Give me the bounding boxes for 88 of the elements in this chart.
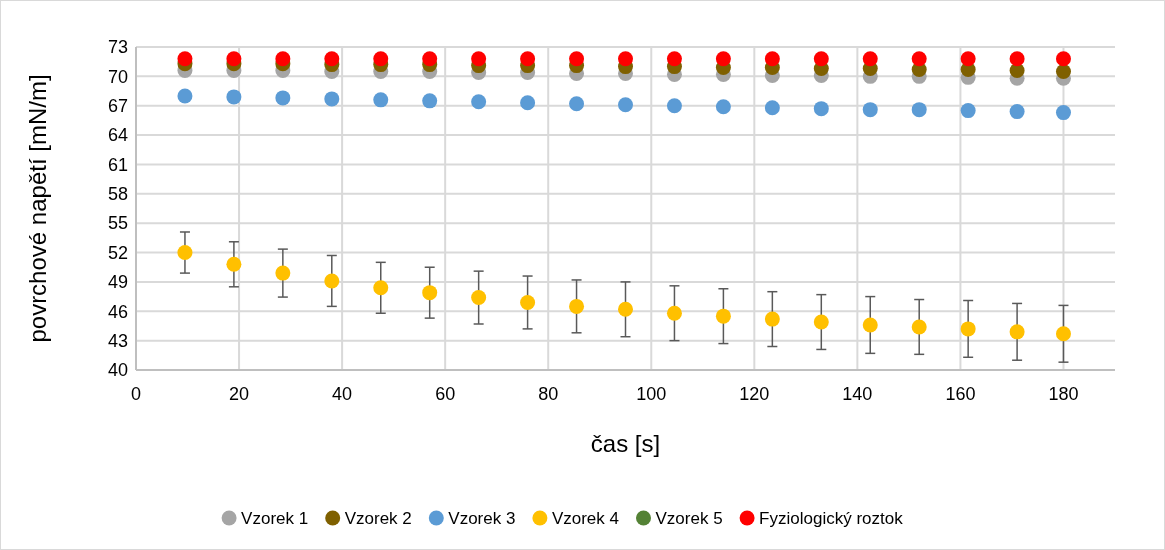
point xyxy=(569,298,585,314)
point xyxy=(618,97,633,113)
point xyxy=(1055,326,1071,342)
y-tick-label: 61 xyxy=(107,154,128,175)
y-tick-label: 52 xyxy=(107,242,128,263)
x-tick-label: 60 xyxy=(435,384,456,404)
point xyxy=(373,92,389,108)
point xyxy=(471,290,487,306)
y-tick-label: 40 xyxy=(107,360,128,381)
point xyxy=(960,321,976,337)
point xyxy=(520,294,536,310)
point xyxy=(813,51,829,67)
point xyxy=(275,51,291,67)
x-tick-label: 100 xyxy=(636,384,667,404)
point xyxy=(618,301,633,317)
point xyxy=(764,51,780,67)
point xyxy=(960,51,976,67)
point xyxy=(569,51,585,67)
point xyxy=(324,273,340,289)
y-tick-label: 58 xyxy=(107,184,128,205)
x-tick-label: 80 xyxy=(538,384,559,404)
point xyxy=(813,101,829,117)
point xyxy=(324,91,340,107)
x-tick-label: 180 xyxy=(1048,384,1079,404)
point xyxy=(764,100,780,116)
point xyxy=(226,256,242,272)
point xyxy=(569,96,585,112)
x-axis-title: čas [s] xyxy=(590,430,661,457)
point xyxy=(422,93,438,109)
point xyxy=(911,102,927,118)
x-tick-label: 140 xyxy=(842,384,873,404)
point xyxy=(422,51,438,67)
point xyxy=(862,102,878,118)
point xyxy=(1055,105,1071,121)
y-tick-label: 67 xyxy=(107,96,128,117)
point xyxy=(666,305,682,321)
point xyxy=(862,317,878,333)
point xyxy=(324,51,340,67)
point xyxy=(715,51,731,67)
point xyxy=(911,319,927,335)
y-tick-label: 64 xyxy=(107,125,128,146)
point xyxy=(862,51,878,67)
y-tick-label: 70 xyxy=(107,66,128,87)
y-tick-label: 43 xyxy=(107,330,128,351)
legend-label: Vzorek 4 xyxy=(551,508,619,528)
y-tick-label: 73 xyxy=(107,37,128,58)
point xyxy=(275,90,291,106)
point xyxy=(960,103,976,119)
point xyxy=(373,280,389,296)
point xyxy=(471,51,487,67)
legend-label: Vzorek 1 xyxy=(241,508,309,528)
point xyxy=(177,245,193,261)
point xyxy=(471,94,487,110)
point xyxy=(715,99,731,115)
point xyxy=(226,51,242,67)
point xyxy=(1009,104,1025,120)
point xyxy=(813,314,829,330)
legend-label: Vzorek 5 xyxy=(655,508,723,528)
point xyxy=(373,51,389,67)
point xyxy=(177,88,193,104)
point xyxy=(520,51,536,67)
point xyxy=(226,89,242,105)
point xyxy=(275,265,291,281)
legend-label: Vzorek 3 xyxy=(448,508,516,528)
legend-label: Fyziologický roztok xyxy=(759,508,904,528)
point xyxy=(618,51,633,67)
legend-label: Vzorek 2 xyxy=(344,508,412,528)
x-tick-label: 0 xyxy=(130,384,142,404)
point xyxy=(1009,51,1025,67)
point xyxy=(1009,324,1025,340)
point xyxy=(520,95,536,111)
point xyxy=(764,311,780,327)
point xyxy=(911,51,927,67)
point xyxy=(422,285,438,301)
x-tick-label: 20 xyxy=(229,384,250,404)
x-tick-label: 40 xyxy=(332,384,353,404)
y-tick-label: 49 xyxy=(107,272,128,293)
y-tick-label: 46 xyxy=(107,301,128,322)
x-tick-label: 120 xyxy=(739,384,770,404)
point xyxy=(715,308,731,324)
x-tick-label: 160 xyxy=(945,384,976,404)
point xyxy=(666,98,682,114)
point xyxy=(177,51,193,67)
y-axis-title: povrchové napětí [mN/m] xyxy=(24,74,51,343)
point xyxy=(1055,51,1071,67)
y-tick-label: 55 xyxy=(107,213,128,234)
point xyxy=(666,51,682,67)
point xyxy=(1055,63,1071,79)
